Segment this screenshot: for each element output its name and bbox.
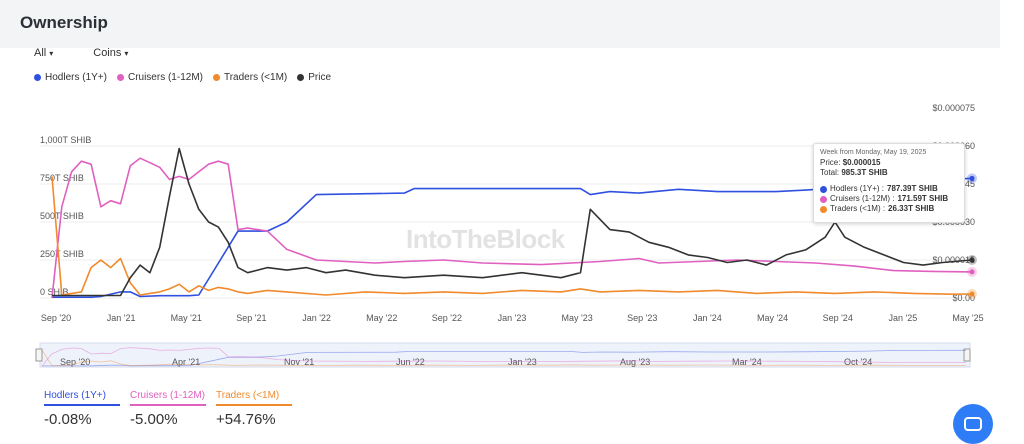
summary-item-traders[interactable]: Traders (<1M) +54.76% [216, 390, 292, 428]
page-title: Ownership [20, 13, 108, 32]
x-tick-label: May '24 [757, 313, 788, 323]
summary-item-cruisers[interactable]: Cruisers (1-12M) -5.00% [130, 390, 206, 428]
x-tick-label: Jan '22 [302, 313, 331, 323]
filter-all-label: All [34, 47, 47, 59]
navigator-tick-label: Jan '23 [508, 357, 537, 367]
summary-value-traders: +54.76% [216, 411, 276, 428]
tooltip-row-traders-value: 26.33T SHIB [888, 204, 935, 213]
tooltip-total-value: 985.3T SHIB [841, 168, 888, 177]
navigator-tick-label: Nov '21 [284, 357, 314, 367]
navigator-series-line [42, 349, 967, 367]
filter-coins-label: Coins [93, 47, 122, 59]
navigator-series-line [41, 349, 966, 367]
legend-item-cruisers[interactable]: Cruisers (1-12M) [116, 72, 203, 83]
tooltip-dot-traders [820, 205, 827, 213]
chart-legend: Hodlers (1Y+) Cruisers (1-12M) Traders (… [34, 72, 331, 83]
y-right-tick-label: $0.00 [952, 293, 975, 303]
summary-item-hodlers[interactable]: Hodlers (1Y+) -0.08% [44, 390, 120, 428]
chart-card [18, 64, 998, 394]
tooltip-row-hodlers-label: Hodlers (1Y+) : [830, 184, 885, 193]
tooltip-header: Week from Monday, May 19, 2025 [820, 149, 927, 156]
tooltip-row-hodlers-value: 787.39T SHIB [887, 184, 938, 193]
x-tick-label: Sep '21 [236, 313, 266, 323]
x-tick-label: Sep '20 [41, 313, 71, 323]
x-tick-label: Jan '24 [693, 313, 722, 323]
x-tick-label: May '23 [562, 313, 593, 323]
tooltip-row-hodlers: Hodlers (1Y+) : 787.39T SHIB [820, 184, 958, 194]
summary-label-traders: Traders (<1M) [216, 390, 292, 406]
navigator-tick-label: Mar '24 [732, 357, 762, 367]
x-tick-label: Jan '25 [888, 313, 917, 323]
x-tick-label: May '25 [952, 313, 983, 323]
tooltip-total: Total: 985.3T SHIB [820, 168, 958, 178]
tooltip-row-cruisers: Cruisers (1-12M) : 171.59T SHIB [820, 194, 958, 204]
legend-dot-traders [212, 74, 220, 81]
legend-item-hodlers[interactable]: Hodlers (1Y+) [34, 72, 107, 83]
x-tick-label: May '22 [366, 313, 397, 323]
navigator-right-handle [963, 348, 971, 362]
series-end-point [969, 257, 975, 263]
chart-tooltip: Week from Monday, May 19, 2025 Price: $0… [813, 143, 965, 223]
y-left-tick-label: 250T SHIB [40, 249, 84, 259]
legend-label-cruisers: Cruisers (1-12M) [127, 72, 203, 83]
tooltip-row-cruisers-value: 171.59T SHIB [897, 194, 949, 203]
navigator-tick-label: Oct '24 [844, 357, 872, 367]
legend-label-hodlers: Hodlers (1Y+) [45, 72, 107, 83]
navigator-left-handle [35, 348, 43, 362]
x-tick-label: Sep '23 [627, 313, 657, 323]
tooltip-row-traders-label: Traders (<1M) : [830, 204, 886, 213]
navigator-tick-label: Jun '22 [396, 357, 425, 367]
navigator-tick-label: Aug '23 [620, 357, 650, 367]
y-left-tick-label: 1,000T SHIB [40, 135, 91, 145]
filter-coins-dropdown[interactable]: Coins ▾ [93, 47, 128, 59]
legend-item-traders[interactable]: Traders (<1M) [212, 72, 288, 83]
tooltip-row-traders: Traders (<1M) : 26.33T SHIB [820, 204, 958, 214]
summary-label-cruisers: Cruisers (1-12M) [130, 390, 206, 406]
chat-button[interactable] [953, 404, 993, 444]
y-right-tick-label: $0.000075 [932, 103, 975, 113]
legend-label-traders: Traders (<1M) [223, 72, 288, 83]
page-header [0, 0, 1000, 48]
navigator-tick-label: Sep '20 [60, 357, 90, 367]
tooltip-dot-hodlers [820, 185, 827, 193]
navigator-series-line [41, 347, 967, 367]
tooltip-row-cruisers-label: Cruisers (1-12M) : [830, 194, 895, 203]
x-tick-label: Sep '24 [823, 313, 853, 323]
navigator-range [39, 342, 971, 368]
tooltip-total-label: Total: [820, 168, 840, 177]
tooltip-price-value: $0.000015 [842, 158, 881, 167]
legend-dot-price [297, 74, 305, 81]
summary-value-hodlers: -0.08% [44, 411, 92, 428]
tooltip-price-label: Price: [820, 158, 841, 167]
legend-dot-hodlers [34, 74, 41, 81]
chat-icon [964, 417, 982, 431]
legend-item-price[interactable]: Price [297, 72, 331, 83]
series-line-price [52, 147, 973, 297]
filter-all-dropdown[interactable]: All ▾ [34, 47, 53, 59]
series-end-point [969, 269, 975, 275]
x-tick-label: Jan '21 [107, 313, 136, 323]
legend-label-price: Price [308, 72, 332, 83]
tooltip-price: Price: $0.000015 [820, 158, 958, 168]
legend-dot-cruisers [116, 74, 124, 81]
series-end-point [969, 175, 975, 181]
series-line-traders [51, 176, 973, 296]
y-left-tick-label: 750T SHIB [40, 173, 84, 183]
change-summary: Hodlers (1Y+) -0.08% Cruisers (1-12M) -5… [44, 390, 292, 428]
summary-value-cruisers: -5.00% [130, 411, 178, 428]
y-right-tick-label: $0.000015 [932, 255, 975, 265]
y-left-tick-label: 500T SHIB [40, 211, 84, 221]
watermark-text: IntoTheBlock [406, 224, 565, 254]
x-tick-label: Sep '22 [432, 313, 462, 323]
y-left-tick-label: 0 SHIB [40, 287, 69, 297]
x-tick-label: Jan '23 [498, 313, 527, 323]
chevron-down-icon: ▾ [124, 48, 129, 58]
chevron-down-icon: ▾ [49, 48, 54, 58]
series-end-point [969, 291, 975, 297]
filter-bar: All ▾ Coins ▾ [34, 47, 128, 59]
navigator-tick-label: Apr '21 [172, 357, 200, 367]
tooltip-dot-cruisers [820, 195, 827, 203]
x-tick-label: May '21 [171, 313, 202, 323]
summary-label-hodlers: Hodlers (1Y+) [44, 390, 120, 406]
